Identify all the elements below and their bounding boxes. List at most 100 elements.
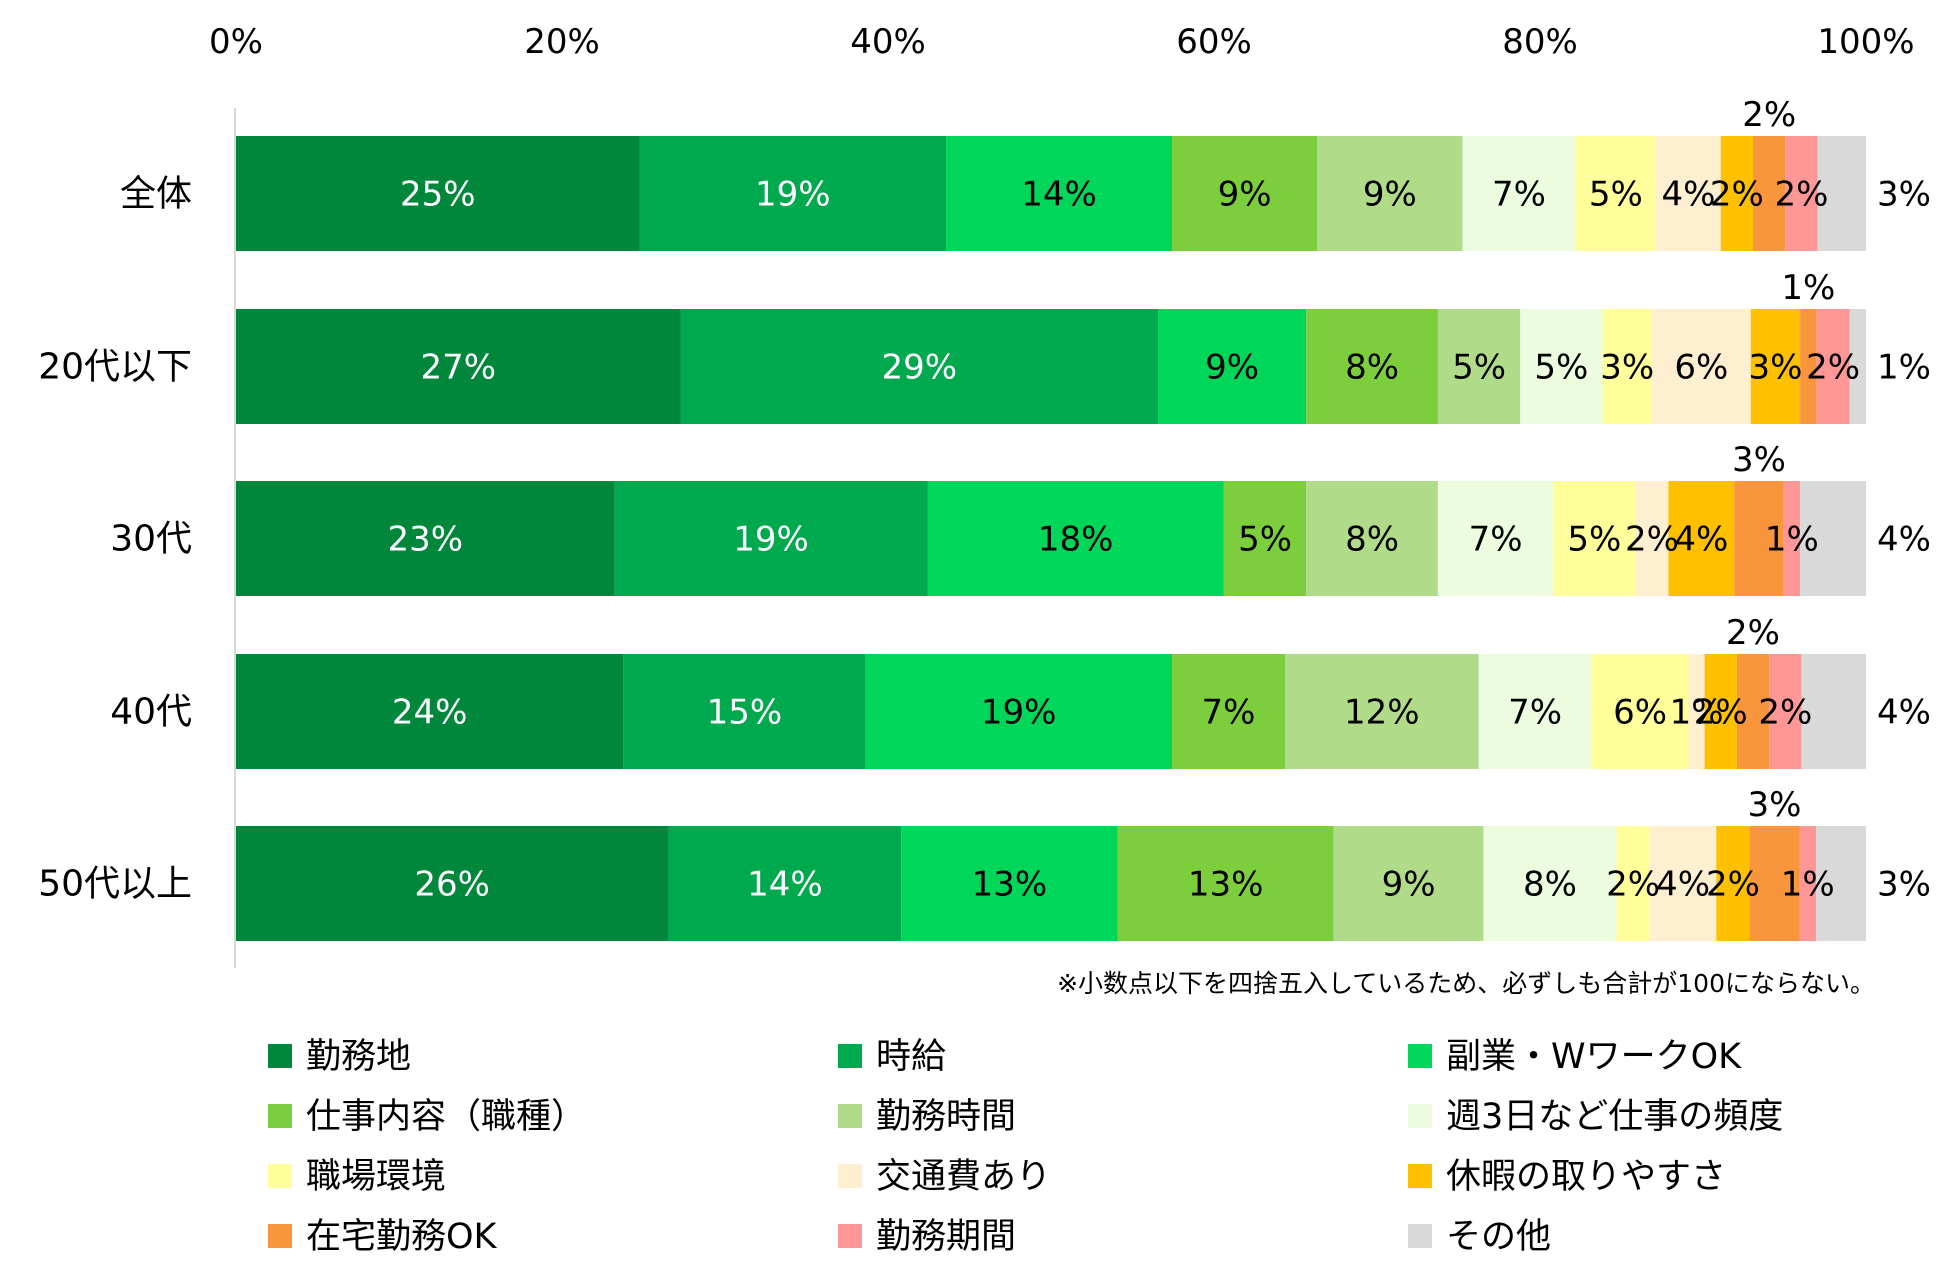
data-label: 13%: [972, 865, 1048, 905]
bar-segment: [1437, 481, 1554, 596]
legend-swatch: [838, 1224, 862, 1248]
legend-swatch: [1408, 1044, 1432, 1068]
data-label: 1%: [1877, 348, 1931, 388]
data-label: 4%: [1674, 520, 1728, 560]
data-label: 2%: [1606, 865, 1660, 905]
bar-segment: [1720, 136, 1754, 251]
data-label: 7%: [1492, 175, 1546, 215]
data-label: 9%: [1382, 865, 1436, 905]
bar-segment: [1750, 309, 1801, 424]
data-label: 2%: [1625, 520, 1679, 560]
bar-segment: [1656, 136, 1721, 251]
legend-label: 在宅勤務OK: [306, 1217, 498, 1257]
data-label: 2%: [1710, 175, 1764, 215]
bar-segment: [1736, 654, 1770, 769]
legend-label: 休暇の取りやすさ: [1446, 1157, 1726, 1197]
data-label: 1%: [1765, 520, 1819, 560]
bar-segment: [236, 654, 624, 769]
data-label: 19%: [755, 175, 831, 215]
data-label: 18%: [1038, 520, 1114, 560]
data-label: 5%: [1589, 175, 1643, 215]
data-label: 12%: [1344, 693, 1420, 733]
bar-segment: [1602, 309, 1652, 424]
bar-segment: [1651, 309, 1751, 424]
x-tick-label: 60%: [1176, 22, 1252, 62]
bar-segment: [1801, 654, 1866, 769]
legend-swatch: [1408, 1164, 1432, 1188]
bar-segment: [1749, 826, 1800, 941]
data-label: 3%: [1748, 348, 1802, 388]
category-label: 全体: [120, 174, 192, 215]
data-label: 9%: [1363, 175, 1417, 215]
bar-segment: [927, 481, 1224, 596]
bar-segment: [623, 654, 866, 769]
bar-segment: [1306, 481, 1438, 596]
data-label: 7%: [1508, 693, 1562, 733]
data-label: 3%: [1732, 440, 1786, 480]
bar-segment: [1688, 654, 1705, 769]
data-label: 14%: [1021, 175, 1097, 215]
data-label: 5%: [1452, 348, 1506, 388]
data-label: 1%: [1781, 268, 1835, 308]
category-label: 40代: [110, 692, 192, 733]
legend-label: 職場環境: [306, 1157, 446, 1197]
bar-segment: [946, 136, 1173, 251]
bar-segment: [1704, 654, 1737, 769]
bar-segment: [236, 481, 615, 596]
bar-segment: [901, 826, 1118, 941]
legend-label: 勤務期間: [876, 1217, 1016, 1257]
data-label: 1%: [1670, 693, 1724, 733]
bar-segment: [1478, 654, 1592, 769]
data-label: 9%: [1205, 348, 1259, 388]
data-label: 3%: [1600, 348, 1654, 388]
legend-label: 副業・WワークOK: [1446, 1037, 1742, 1077]
data-label: 2%: [1774, 175, 1828, 215]
data-label: 7%: [1202, 693, 1256, 733]
category-label: 30代: [110, 519, 192, 560]
legend-label: 仕事内容（職種）: [306, 1097, 586, 1137]
bar-segment: [1753, 136, 1786, 251]
data-label: 14%: [747, 865, 823, 905]
category-label: 20代以下: [38, 347, 192, 388]
bar-segment: [614, 481, 928, 596]
legend: 勤務地 時給 副業・WワークOK 仕事内容（職種） 勤務時間 週3日など仕事の頻度職場環境…: [268, 1037, 1783, 1257]
x-tick-label: 0%: [209, 22, 263, 62]
data-label: 8%: [1345, 348, 1399, 388]
bar-segment: [1223, 481, 1307, 596]
bar-segment: [1816, 309, 1850, 424]
bar-segment: [1668, 481, 1735, 596]
data-label: 13%: [1188, 865, 1264, 905]
data-label: 19%: [733, 520, 809, 560]
bar-segment: [1462, 136, 1576, 251]
bar-segment: [1616, 826, 1650, 941]
bar-segment: [1553, 481, 1636, 596]
x-tick-label: 20%: [524, 22, 600, 62]
data-label: 29%: [881, 348, 957, 388]
bar-segment: [1800, 309, 1817, 424]
bar-segment: [668, 826, 902, 941]
legend-label: 交通費あり: [876, 1157, 1051, 1197]
bar-segment: [1799, 826, 1817, 941]
data-label: 8%: [1345, 520, 1399, 560]
bar-segment: [236, 136, 640, 251]
data-label: 5%: [1238, 520, 1292, 560]
bar-segment: [1769, 654, 1802, 769]
data-label: 7%: [1469, 520, 1523, 560]
legend-label: 勤務地: [306, 1037, 411, 1077]
bar-segment: [1317, 136, 1463, 251]
data-label: 5%: [1567, 520, 1621, 560]
bar-segment: [1437, 309, 1521, 424]
legend-swatch: [838, 1104, 862, 1128]
bar-segment: [1333, 826, 1484, 941]
bar-segment: [1716, 826, 1750, 941]
legend-swatch: [1408, 1104, 1432, 1128]
data-label: 2%: [1706, 865, 1760, 905]
data-label: 1%: [1781, 865, 1835, 905]
bar-segment: [1649, 826, 1717, 941]
data-label: 8%: [1523, 865, 1577, 905]
category-label: 50代以上: [38, 864, 192, 905]
bar-segment: [236, 309, 681, 424]
legend-swatch: [1408, 1224, 1432, 1248]
data-label: 2%: [1806, 348, 1860, 388]
